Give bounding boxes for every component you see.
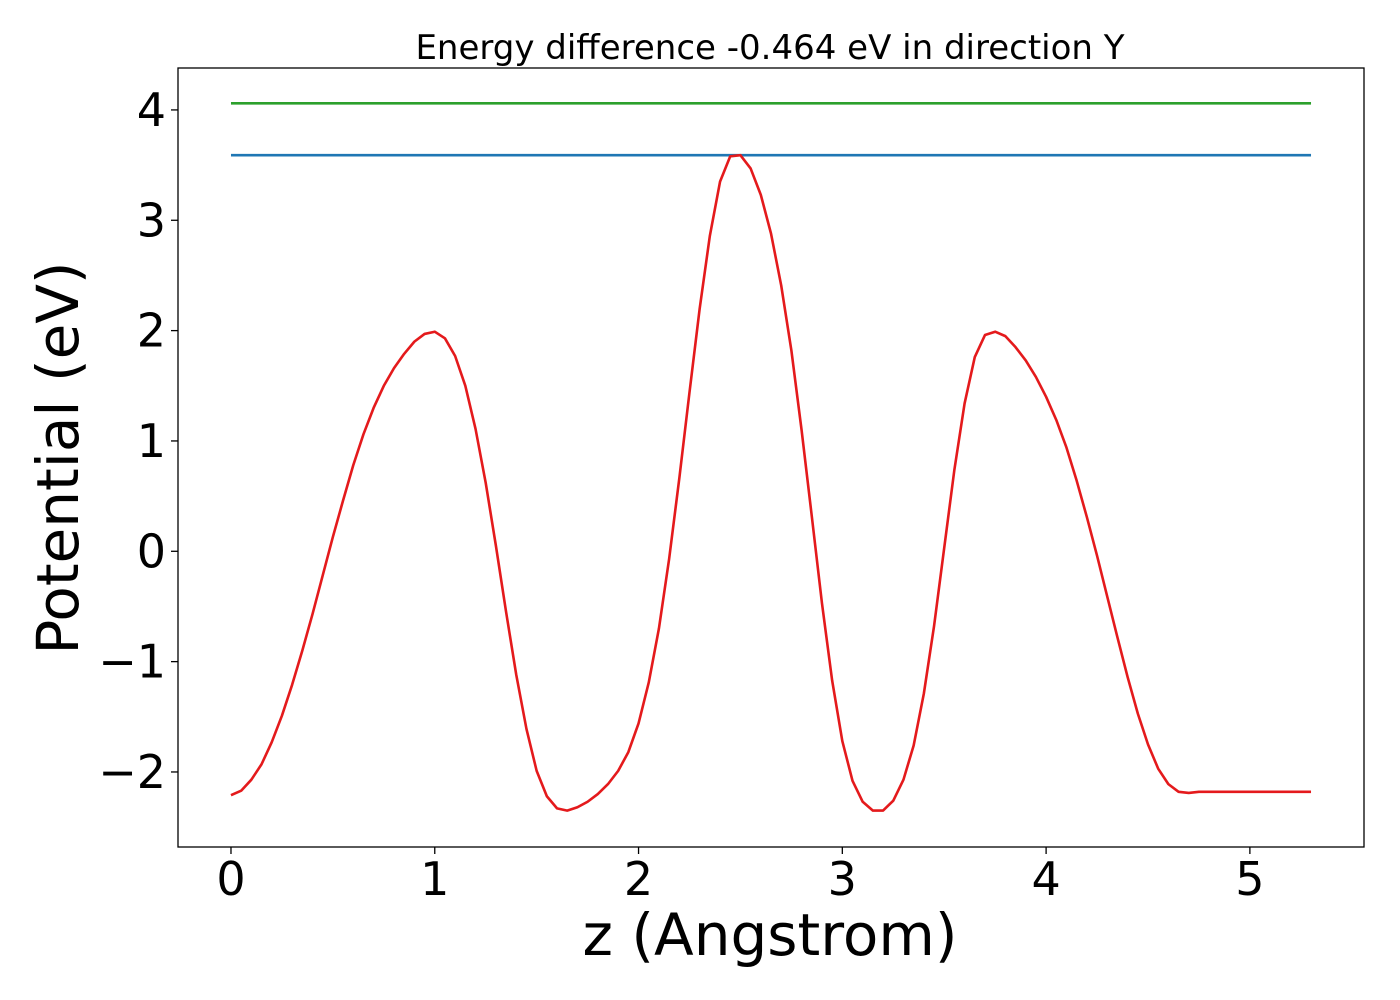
x-tick-label: 2 <box>624 852 653 906</box>
y-axis: −2 −1 0 1 2 3 4 <box>98 83 178 799</box>
y-tick-label: 0 <box>137 524 166 578</box>
y-axis-label: Potential (eV) <box>24 261 92 654</box>
y-tick-label: 3 <box>137 193 166 247</box>
y-tick-label: 4 <box>137 83 166 137</box>
x-tick-label: 3 <box>828 852 857 906</box>
y-tick-label: −1 <box>98 635 166 689</box>
series-line-2 <box>230 153 1312 812</box>
x-tick-label: 1 <box>420 852 449 906</box>
chart-title: Energy difference -0.464 eV in direction… <box>415 28 1124 68</box>
plot-frame <box>177 67 1365 848</box>
x-tick-label: 4 <box>1031 852 1060 906</box>
x-axis-label: z (Angstrom) <box>583 901 958 969</box>
y-tick-label: 2 <box>137 304 166 358</box>
x-axis: 0 1 2 3 4 5 <box>216 847 1265 906</box>
x-tick-label: 0 <box>216 852 245 906</box>
y-tick-label: 1 <box>137 414 166 468</box>
y-tick-label: −2 <box>98 745 166 799</box>
x-tick-label: 5 <box>1235 852 1264 906</box>
plot-area <box>230 102 1312 812</box>
